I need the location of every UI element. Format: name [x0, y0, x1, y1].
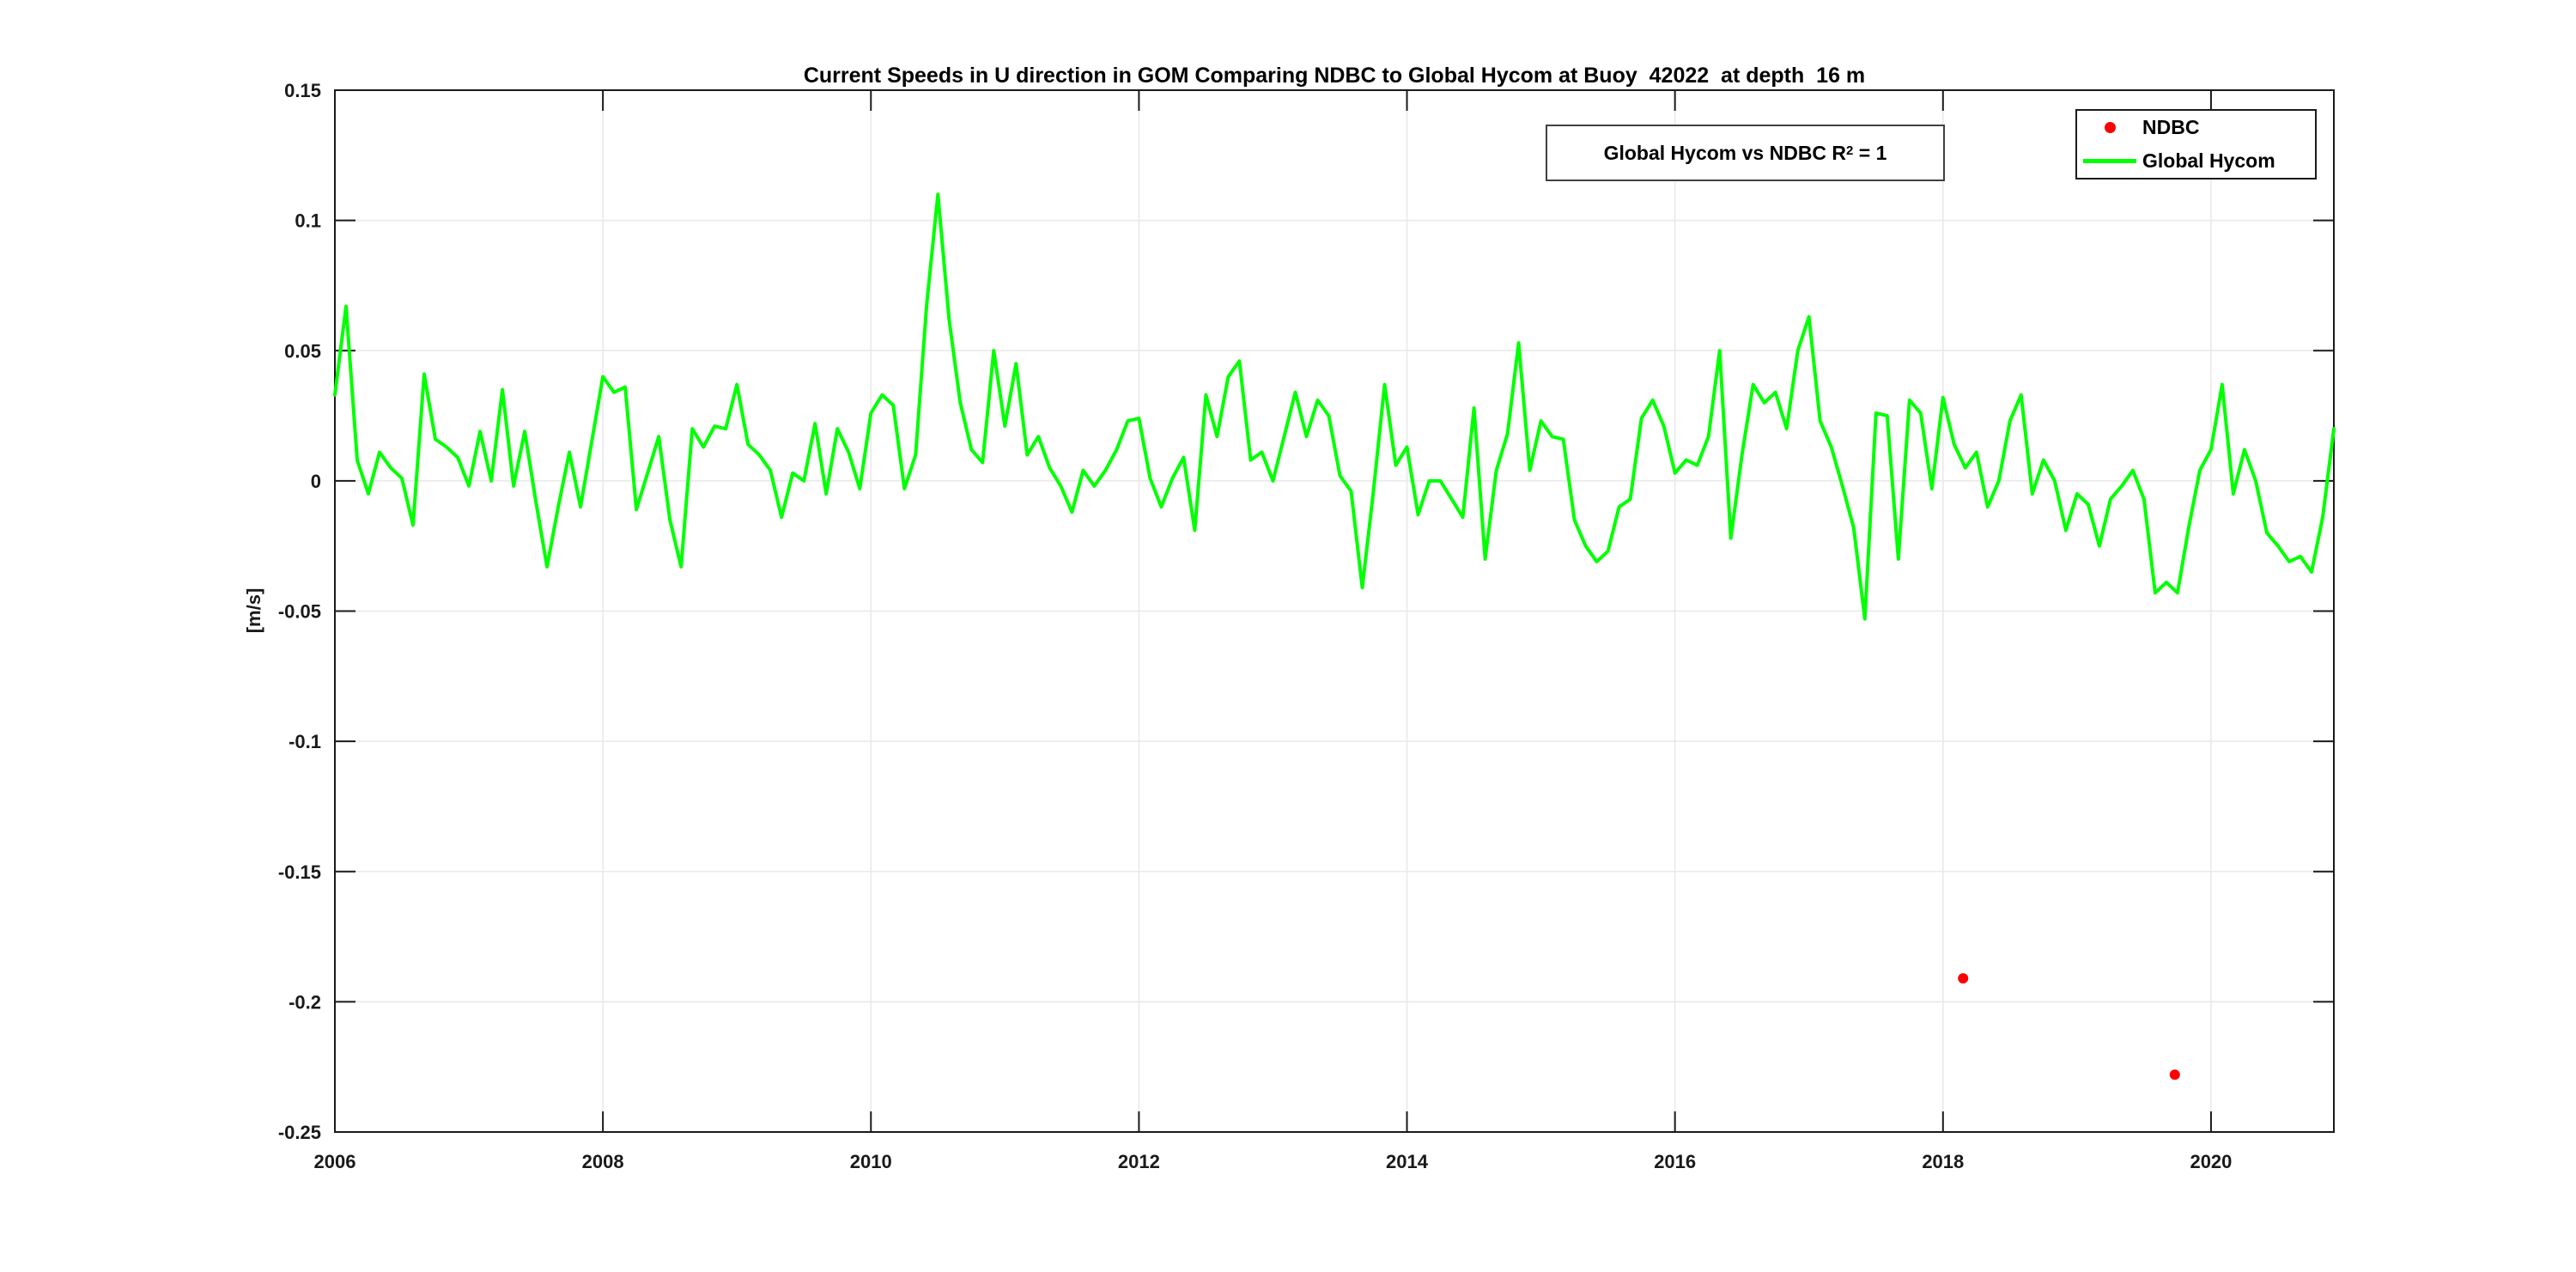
x-tick-label: 2020: [2190, 1151, 2232, 1172]
y-tick-label: -0.1: [289, 731, 321, 752]
x-tick-label: 2010: [850, 1151, 892, 1172]
y-tick-label: 0.15: [284, 80, 321, 101]
y-tick-label: -0.2: [289, 991, 321, 1013]
y-axis-label: [m/s]: [243, 587, 264, 634]
y-tick-label: -0.15: [278, 861, 321, 883]
legend-box: NDBC Global Hycom: [2075, 109, 2317, 180]
y-tick-label: 0: [311, 471, 321, 492]
legend-marker-cell: [2077, 122, 2142, 134]
chart-title: Current Speeds in U direction in GOM Com…: [803, 64, 1866, 88]
x-tick-label: 2018: [1922, 1151, 1964, 1172]
y-tick-label: -0.25: [278, 1122, 321, 1143]
y-tick-label: -0.05: [278, 601, 321, 623]
legend-entry-ndbc: NDBC: [2077, 112, 2315, 143]
x-tick-label: 2008: [582, 1151, 624, 1172]
annotation-text-suffix: = 1: [1853, 141, 1887, 164]
legend-entry-global-hycom: Global Hycom: [2077, 145, 2315, 177]
x-tick-label: 2016: [1654, 1151, 1696, 1172]
legend-label-global-hycom: Global Hycom: [2142, 149, 2275, 172]
annotation-text: Global Hycom vs NDBC R: [1603, 141, 1847, 164]
x-tick-label: 2012: [1118, 1151, 1160, 1172]
legend-marker-cell: [2077, 158, 2142, 163]
legend-label-ndbc: NDBC: [2142, 116, 2200, 139]
y-tick-label: 0.1: [295, 210, 321, 232]
global-hycom-line: [333, 192, 2336, 621]
y-tick-label: 0.05: [284, 340, 321, 362]
x-tick-label: 2006: [314, 1151, 356, 1172]
ndbc-data-point: [2169, 1069, 2180, 1080]
x-tick-label: 2014: [1386, 1151, 1429, 1172]
global-hycom-line-marker-icon: [2083, 158, 2136, 163]
ndbc-dot-marker-icon: [2104, 122, 2116, 134]
ndbc-data-point: [1958, 973, 1969, 984]
